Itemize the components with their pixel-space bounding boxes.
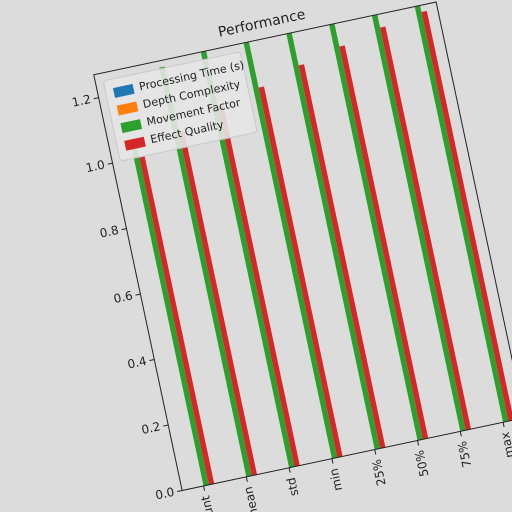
bar xyxy=(339,45,429,440)
x-tick xyxy=(374,449,377,455)
bar xyxy=(258,86,343,458)
legend-box xyxy=(103,51,258,162)
plot-frame xyxy=(93,1,512,492)
y-tick-label: 1.2 xyxy=(71,92,93,110)
chart-body: Performance 0.0 0.2 0.4 0.6 0.8 1.0 1.2 count me… xyxy=(71,1,512,512)
bar xyxy=(139,156,215,485)
legend-swatch xyxy=(116,101,139,116)
x-tick xyxy=(417,440,420,446)
x-tick-label: std xyxy=(284,476,302,497)
y-tick-label: 0.6 xyxy=(112,288,134,306)
y-tick xyxy=(93,97,99,100)
legend-swatch xyxy=(112,83,135,98)
bar xyxy=(398,1,509,423)
bar xyxy=(130,141,209,486)
y-tick-label: 0.4 xyxy=(126,354,148,372)
y-tick xyxy=(107,162,113,165)
x-tick xyxy=(203,485,206,491)
legend-swatch xyxy=(124,136,146,151)
x-tick-label: min xyxy=(327,467,345,492)
bar xyxy=(421,10,512,422)
y-tick-label: 0.2 xyxy=(140,419,162,437)
bar xyxy=(380,26,471,431)
legend-swatch xyxy=(120,119,143,134)
y-tick xyxy=(149,359,155,362)
bar xyxy=(217,105,300,467)
x-tick xyxy=(502,422,505,428)
x-tick-label: 75% xyxy=(455,440,474,469)
bars xyxy=(130,1,512,486)
bar xyxy=(280,6,381,450)
x-tick-label: 50% xyxy=(412,449,431,478)
bar xyxy=(320,1,423,441)
x-tick-label: count xyxy=(198,494,219,512)
x-tick xyxy=(288,467,291,473)
bar xyxy=(359,1,466,432)
y-tick-label: 0.8 xyxy=(98,223,120,241)
bar xyxy=(298,64,386,449)
y-tick-label: 0.0 xyxy=(154,485,176,503)
y-tick xyxy=(121,228,127,231)
x-tick xyxy=(331,458,334,464)
x-tick xyxy=(245,476,248,482)
y-tick xyxy=(135,293,141,296)
y-tick-label: 1.0 xyxy=(84,157,106,175)
x-tick xyxy=(459,431,462,437)
y-tick xyxy=(163,424,169,427)
bar xyxy=(200,50,295,468)
bar xyxy=(159,66,252,477)
x-tick-label: max xyxy=(498,431,512,459)
bar xyxy=(178,130,258,476)
x-tick-label: 25% xyxy=(369,458,388,487)
chart-title: Performance xyxy=(217,7,307,41)
bar xyxy=(241,31,338,459)
x-tick-label: mean xyxy=(241,485,262,512)
y-tick xyxy=(177,489,183,493)
